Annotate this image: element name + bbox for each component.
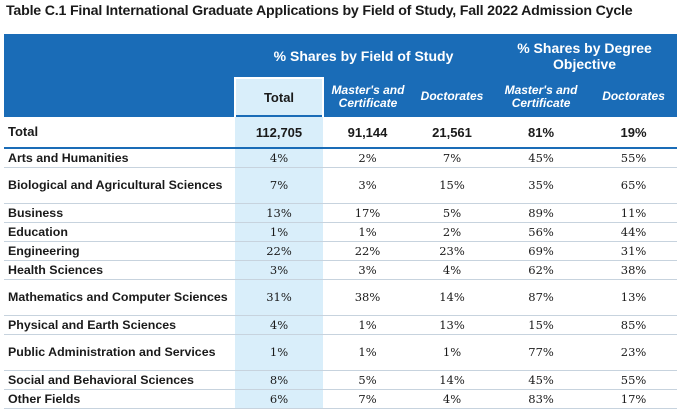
cell-masters-field: 1% <box>358 317 377 332</box>
cell-total: 1% <box>235 334 323 370</box>
cell-doctorates-degree: 23% <box>620 345 647 359</box>
cell-doctorates-field: 23% <box>439 243 465 258</box>
col-header-masters-field: Master's and Certificate <box>331 82 405 110</box>
cell-masters-degree: 81% <box>528 124 555 140</box>
col-header-doctorates-field: Doctorates <box>420 89 484 103</box>
table-row: Other Fields 6% 7% 4% 83% 17% <box>4 389 678 408</box>
cell-doctorates-degree: 17% <box>620 391 647 406</box>
table-row: Engineering 22% 22% 23% 69% 31% <box>4 241 678 260</box>
cell-total: 8% <box>235 370 323 389</box>
cell-doctorates-degree: 65% <box>620 178 647 192</box>
cell-doctorates-field: 4% <box>442 391 462 406</box>
row-label: Arts and Humanities <box>8 150 129 165</box>
cell-doctorates-degree: 55% <box>620 372 647 387</box>
cell-masters-degree: 69% <box>528 243 554 258</box>
total-row: Total 112,705 91,144 21,561 81% 19% <box>4 116 678 148</box>
cell-doctorates-degree: 31% <box>620 243 647 258</box>
col-header-masters-degree: Master's and Certificate <box>504 82 578 110</box>
cell-doctorates-degree: 44% <box>620 224 647 239</box>
cell-masters-field: 7% <box>358 391 377 406</box>
cell-doctorates-field: 15% <box>439 178 465 192</box>
row-label: Other Fields <box>8 391 81 406</box>
cell-total: 6% <box>235 389 323 408</box>
cell-doctorates-field: 7% <box>442 150 462 165</box>
cell-doctorates-field: 14% <box>439 372 465 387</box>
col-header-total: Total <box>234 77 324 116</box>
cell-total: 22% <box>235 241 323 260</box>
table-title: Table C.1 Final International Graduate A… <box>6 3 633 19</box>
cell-masters-field: 5% <box>358 372 377 387</box>
cell-masters-field: 91,144 <box>347 124 388 140</box>
cell-masters-field: 3% <box>358 262 377 277</box>
cell-total: 4% <box>235 148 323 167</box>
row-label: Education <box>8 224 68 239</box>
header-corner <box>4 34 235 78</box>
cell-masters-degree: 89% <box>528 205 554 220</box>
cell-doctorates-degree: 19% <box>620 124 647 140</box>
cell-doctorates-field: 1% <box>442 345 462 359</box>
cell-total: 7% <box>235 167 323 203</box>
cell-masters-field: 1% <box>358 345 377 359</box>
cell-masters-field: 17% <box>354 205 381 220</box>
col-header-doctorates-degree: Doctorates <box>602 89 665 103</box>
cell-masters-degree: 35% <box>528 178 554 192</box>
row-label: Physical and Earth Sciences <box>8 317 177 332</box>
cell-masters-degree: 45% <box>528 372 554 387</box>
cell-masters-degree: 62% <box>528 262 554 277</box>
cell-doctorates-degree: 38% <box>620 262 647 277</box>
table-row: Arts and Humanities 4% 2% 7% 45% 55% <box>4 148 678 167</box>
row-label: Health Sciences <box>8 262 104 277</box>
cell-masters-field: 2% <box>358 150 377 165</box>
cell-doctorates-field: 2% <box>442 224 462 239</box>
cell-masters-degree: 87% <box>528 290 554 304</box>
cell-masters-field: 38% <box>354 290 381 304</box>
table-row: Social and Behavioral Sciences 8% 5% 14% 45%… <box>4 370 678 389</box>
cell-total: 31% <box>235 279 323 315</box>
table-row: Health Sciences 3% 3% 4% 62% 38% <box>4 260 678 279</box>
header-group-degree-objective: % Shares by Degree Objective <box>517 40 652 72</box>
row-label: Mathematics and Computer Sciences <box>8 290 228 304</box>
cell-masters-degree: 15% <box>528 317 554 332</box>
cell-total: 4% <box>235 315 323 334</box>
row-label: Social and Behavioral Sciences <box>8 372 194 387</box>
cell-total: 3% <box>235 260 323 279</box>
cell-masters-degree: 56% <box>528 224 554 239</box>
cell-total: 112,705 <box>235 116 323 148</box>
cell-masters-field: 1% <box>358 224 377 239</box>
cell-masters-degree: 45% <box>528 150 554 165</box>
table-row: Physical and Earth Sciences 4% 1% 13% 15% 85% <box>4 315 678 334</box>
cell-doctorates-field: 21,561 <box>432 124 472 140</box>
table-row: Business 13% 17% 5% 89% 11% <box>4 203 678 222</box>
table-row: Education 1% 1% 2% 56% 44% <box>4 222 678 241</box>
cell-doctorates-degree: 55% <box>620 150 647 165</box>
cell-total: 13% <box>235 203 323 222</box>
table-row: Biological and Agricultural Sciences 7% 3%… <box>4 167 678 203</box>
cell-doctorates-degree: 85% <box>620 317 647 332</box>
cell-masters-degree: 77% <box>528 345 554 359</box>
row-label: Business <box>8 205 64 220</box>
cell-masters-degree: 83% <box>528 391 554 406</box>
row-label: Biological and Agricultural Sciences <box>8 178 223 192</box>
row-label: Public Administration and Services <box>8 345 216 359</box>
cell-doctorates-degree: 13% <box>620 290 647 304</box>
cell-masters-field: 22% <box>354 243 381 258</box>
applications-table: % Shares by Field of Study % Shares by D… <box>4 34 678 409</box>
header-corner-lower <box>4 78 235 116</box>
cell-doctorates-field: 13% <box>439 317 465 332</box>
table-row: Mathematics and Computer Sciences 31% 38% 1… <box>4 279 678 315</box>
row-label: Engineering <box>8 243 80 258</box>
table-row: Public Administration and Services 1% 1% 1%… <box>4 334 678 370</box>
cell-doctorates-degree: 11% <box>620 205 647 220</box>
cell-total: 1% <box>235 222 323 241</box>
cell-doctorates-field: 4% <box>442 262 462 277</box>
cell-doctorates-field: 5% <box>442 205 462 220</box>
row-label: Total <box>8 124 39 139</box>
cell-doctorates-field: 14% <box>439 290 465 304</box>
header-group-field-of-study: % Shares by Field of Study <box>273 47 454 64</box>
cell-masters-field: 3% <box>358 178 377 192</box>
